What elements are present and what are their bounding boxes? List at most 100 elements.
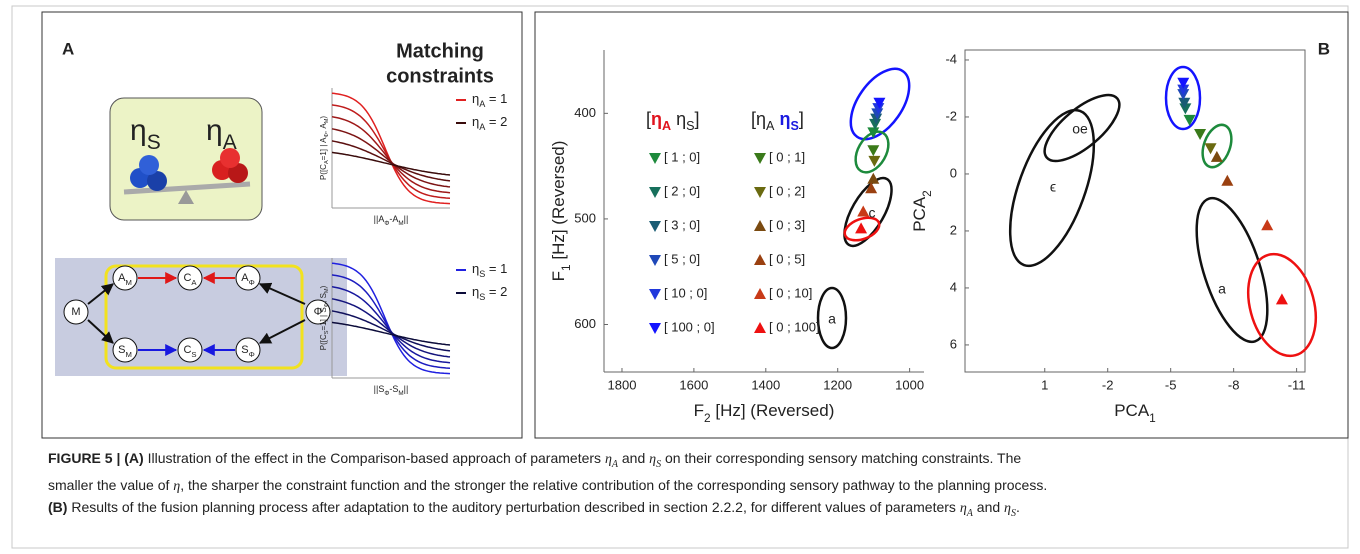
legend-marker: [649, 153, 661, 164]
legend-label: [ 1 ; 0]: [664, 149, 700, 164]
text-run: =1] | S: [319, 307, 328, 330]
curve: [331, 298, 451, 358]
text-run: PCA: [1114, 401, 1150, 420]
caption-run: , the sharper the constraint function an…: [180, 476, 1048, 493]
legend-marker: [649, 255, 661, 266]
ball: [147, 171, 167, 191]
text-run: =1] | A: [319, 137, 328, 160]
text-run: 2: [704, 411, 711, 425]
caption-run: .: [1015, 498, 1020, 515]
y-axis-label: P([CA=1] | AΦ, AM): [319, 116, 330, 180]
annotation: ϵ: [1050, 179, 1056, 195]
y-tick-label: 400: [574, 105, 596, 120]
caption-run: S: [656, 458, 662, 470]
caption-run: and: [972, 498, 1005, 515]
caption-run: η: [604, 452, 612, 467]
legend-label: [ 10 ; 0]: [664, 285, 707, 300]
category-ellipse: [1164, 65, 1202, 131]
text-run: A: [118, 272, 126, 284]
text-run: A: [324, 160, 330, 164]
legend-label: [ 2 ; 0]: [664, 183, 700, 198]
text-run: Φ: [324, 133, 330, 138]
legend-label: ηA = 1: [472, 91, 507, 109]
text-run: 2: [920, 190, 934, 197]
category-ellipse: [854, 130, 890, 174]
annotation: c: [869, 205, 876, 221]
legend-marker: [649, 187, 661, 198]
title-line: constraints: [386, 65, 494, 87]
y-axis-label: P([CS=1] | SΦ, SM): [319, 285, 330, 350]
node: [112, 337, 138, 363]
text-run: η: [472, 284, 479, 299]
node-label: AΦ: [241, 272, 254, 287]
point: [1275, 293, 1288, 305]
y-tick-label: 2: [950, 222, 957, 237]
point: [870, 113, 883, 125]
text-run: S: [118, 344, 125, 356]
text-run: ): [319, 116, 328, 119]
text-run: [Hz] (Reversed): [711, 401, 835, 420]
legend-label: [ 3 ; 0]: [664, 217, 700, 232]
x-tick-label: -5: [1165, 377, 1177, 392]
text-run: A: [479, 99, 486, 109]
text-run: ||S: [374, 384, 385, 394]
category-ellipse: [843, 216, 881, 242]
legend-marker: [754, 254, 766, 265]
point: [857, 205, 870, 217]
text-run: , A: [319, 123, 328, 133]
text-run: M: [324, 118, 330, 123]
text-run: η: [472, 261, 479, 276]
legend-label: [ 100 ; 0]: [664, 319, 715, 334]
x-tick-label: -11: [1288, 377, 1306, 392]
point: [873, 97, 886, 109]
category-ellipse: [1201, 123, 1233, 169]
category-ellipse: [843, 176, 893, 248]
caption-run: η: [959, 500, 967, 516]
y-tick-label: 500: [574, 210, 596, 225]
point: [867, 145, 880, 157]
text-run: -S: [389, 384, 398, 394]
caption-line: FIGURE 5 | (A) Illustration of the effec…: [48, 448, 1338, 475]
point: [1183, 114, 1196, 126]
text-run: [: [751, 109, 756, 129]
point: [1178, 97, 1191, 109]
category-ellipse: [1247, 252, 1317, 358]
arrow: [87, 283, 114, 305]
point: [871, 108, 884, 120]
caption-run: Results of the fusion planning process a…: [67, 498, 960, 515]
category-ellipse: [1195, 196, 1269, 344]
y-axis-label: F1 [Hz] (Reversed): [549, 141, 573, 282]
curve: [331, 310, 451, 352]
text-run: M: [71, 306, 80, 318]
diagram-frame: [104, 264, 304, 370]
text-run: Φ: [314, 306, 323, 318]
text-run: PCA: [910, 196, 929, 232]
curve: [331, 151, 451, 176]
caption-line: smaller the value of η, the sharper the …: [48, 475, 1338, 497]
legend-marker: [649, 221, 661, 232]
node-label: CA: [183, 272, 197, 287]
text-run: A: [191, 278, 197, 287]
text-run: ]: [799, 109, 804, 129]
node: [235, 265, 261, 291]
text-run: F: [549, 271, 568, 281]
caption-run: S: [1010, 507, 1016, 519]
x-tick-label: 1400: [751, 377, 780, 392]
y-tick-label: -4: [945, 51, 957, 66]
point: [1221, 174, 1234, 186]
caption-run: on their corresponding sensory matching …: [661, 450, 1022, 466]
text-run: S: [324, 330, 330, 334]
node-label: SM: [118, 344, 132, 359]
text-run: C: [183, 344, 191, 356]
annotation: a: [828, 311, 836, 327]
x-tick-label: 1: [1041, 377, 1048, 392]
text-run: M: [125, 278, 131, 287]
point: [869, 118, 882, 130]
matching-plots: P([CA=1] | AΦ, AM)||AΦ-AM||ηA = 1ηA = 2P…: [319, 88, 507, 397]
text-run: η: [472, 91, 479, 106]
text-run: 1: [559, 264, 573, 271]
text-run: 1: [1149, 411, 1156, 425]
x-tick-label: -8: [1228, 377, 1240, 392]
